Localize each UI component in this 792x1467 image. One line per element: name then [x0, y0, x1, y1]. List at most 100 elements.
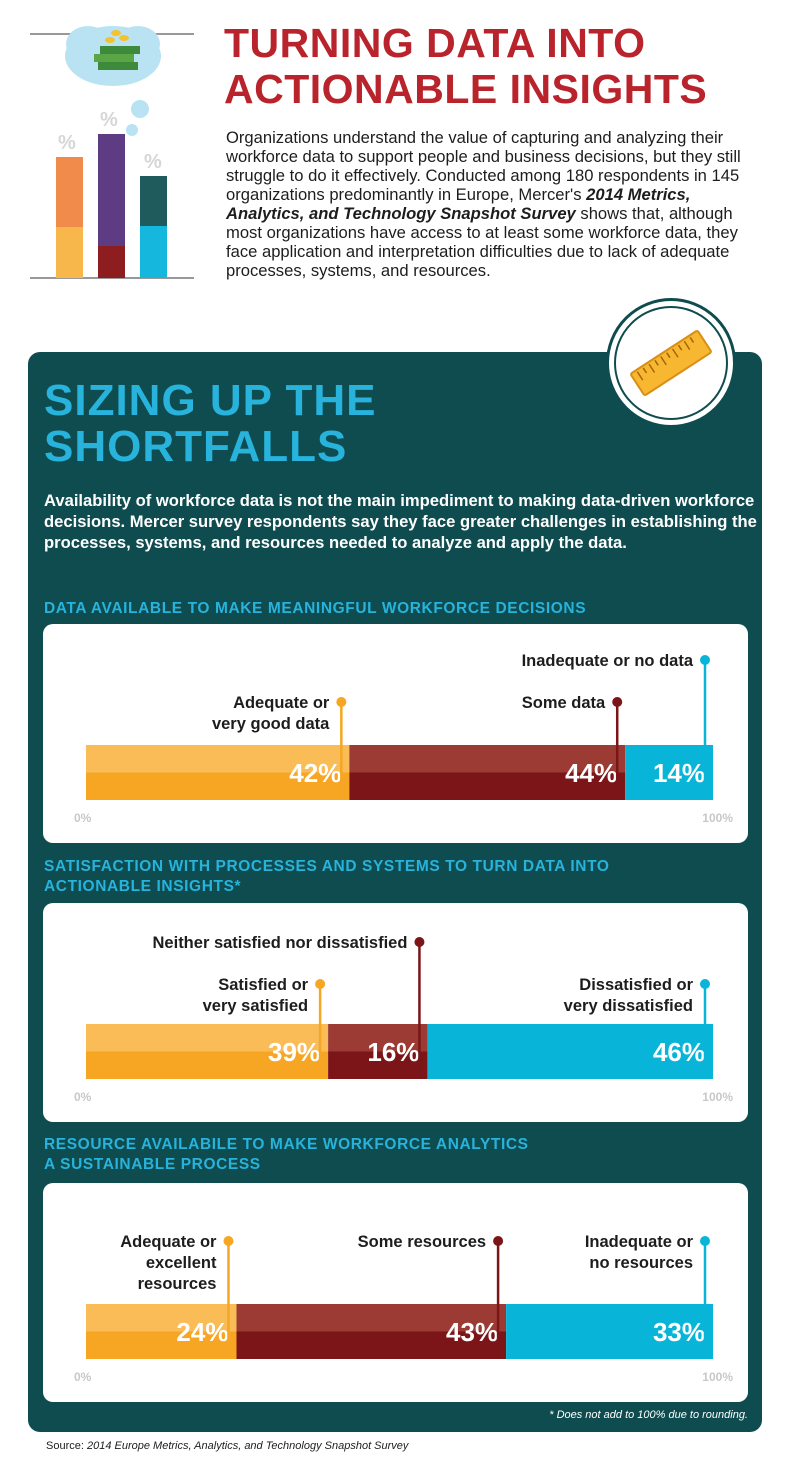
value-label: 24% [176, 1317, 228, 1347]
intro-text-start: Organizations understand the value of ca… [226, 128, 741, 204]
chart2-heading: SATISFACTION WITH PROCESSES AND SYSTEMS … [44, 857, 764, 897]
chart1-card: 42% Adequate or very good data 44% Some data… [43, 624, 748, 843]
chart3-segment-2: 43% Some resources [236, 1233, 507, 1359]
leader-dot [336, 697, 347, 707]
bar-bottom [506, 1331, 713, 1359]
money-stack-icon [94, 30, 140, 70]
chart2-svg: 39% Satisfied or very satisfied 16% Neither … [74, 934, 733, 1104]
bar-top [427, 1024, 713, 1052]
chart2-heading-line1: SATISFACTION WITH PROCESSES AND SYSTEMS … [44, 858, 610, 875]
chart3-heading-line2: A SUSTAINABLE PROCESS [44, 1156, 261, 1173]
percent-symbol-middle: % [100, 109, 118, 131]
intro-text-end: shows that, although most organizations … [226, 204, 738, 280]
leader-dot [493, 1236, 504, 1246]
chart3-svg: 24% Adequate or excellent resources 43% Some … [74, 1233, 733, 1384]
segment-label: Some data [522, 694, 606, 712]
chart1-heading: DATA AVAILABLE TO MAKE MEANINGFUL WORKFO… [44, 599, 764, 619]
chart1-segment-1: 42% Adequate or very good data [86, 694, 350, 800]
axis-max-label: 100% [702, 1370, 733, 1384]
chart3-heading-line1: RESOURCE AVAILABILE TO MAKE WORKFORCE AN… [44, 1136, 529, 1153]
leader-dot [414, 937, 425, 947]
percent-symbol-right: % [144, 151, 162, 173]
axis-min-label: 0% [74, 1090, 92, 1104]
chart2-segment-3: 46% Dissatisfied or very dissatisfied [427, 976, 713, 1079]
bar-top [625, 745, 713, 773]
mini-bar-chart-icon [56, 134, 167, 278]
bar-top [86, 1024, 329, 1052]
value-label: 33% [653, 1317, 705, 1347]
axis-max-label: 100% [702, 811, 733, 825]
bar-top [236, 1304, 507, 1332]
percent-symbol-left: % [58, 132, 76, 154]
chart2-segment-2: 16% Neither satisfied nor dissatisfied [153, 934, 428, 1079]
segment-label: Satisfied or [218, 976, 308, 994]
segment-label: very good data [212, 715, 330, 733]
source-line: Source: 2014 Europe Metrics, Analytics, … [46, 1440, 746, 1452]
segment-label: Neither satisfied nor dissatisfied [153, 934, 408, 952]
intro-paragraph: Organizations understand the value of ca… [226, 128, 766, 280]
leader-dot [700, 979, 710, 989]
leader-dot [315, 979, 326, 989]
ruler-badge [606, 298, 736, 428]
chart2-heading-line2: ACTIONABLE INSIGHTS* [44, 878, 242, 895]
chart2-segment-1: 39% Satisfied or very satisfied [86, 976, 329, 1079]
page-title: TURNING DATA INTO ACTIONABLE INSIGHTS [224, 20, 764, 112]
chart1-segment-2: 44% Some data [349, 694, 626, 800]
value-label: 44% [565, 758, 617, 788]
axis-min-label: 0% [74, 811, 92, 825]
segment-label: very satisfied [203, 997, 308, 1015]
leader-dot [612, 697, 623, 707]
section-title: SIZING UP THE SHORTFALLS [44, 378, 564, 470]
segment-label: excellent [146, 1254, 217, 1272]
chart1-segment-3: 14% Inadequate or no data [522, 652, 713, 800]
segment-label: Inadequate or [585, 1233, 694, 1251]
bar-top [86, 1304, 237, 1332]
section-title-line1: SIZING UP THE [44, 376, 377, 425]
source-title: 2014 Europe Metrics, Analytics, and Tech… [86, 1440, 409, 1452]
value-label: 39% [268, 1037, 320, 1067]
segment-label: resources [138, 1275, 217, 1293]
axis-max-label: 100% [702, 1090, 733, 1104]
chart1-heading-text: DATA AVAILABLE TO MAKE MEANINGFUL WORKFO… [44, 600, 587, 617]
page-title-line2: ACTIONABLE INSIGHTS [224, 66, 708, 112]
leader-dot [700, 655, 710, 665]
chart3-heading: RESOURCE AVAILABILE TO MAKE WORKFORCE AN… [44, 1135, 764, 1175]
axis-min-label: 0% [74, 1370, 92, 1384]
segment-label: Adequate or [233, 694, 330, 712]
ruler-badge-ring [614, 306, 728, 420]
segment-label: Inadequate or no data [522, 652, 694, 670]
bar-bottom [427, 1051, 713, 1079]
value-label: 43% [446, 1317, 498, 1347]
leader-dot [700, 1236, 710, 1246]
bar-top [328, 1024, 428, 1052]
source-prefix: Source: [46, 1440, 84, 1452]
intro-survey-name: 2014 Metrics, Analytics, and Technology … [226, 185, 691, 223]
chart3-segment-1: 24% Adequate or excellent resources [86, 1233, 237, 1359]
value-label: 16% [367, 1037, 419, 1067]
bar-top [349, 745, 626, 773]
segment-label: Some resources [358, 1233, 486, 1251]
segment-label: Adequate or [120, 1233, 217, 1251]
footnote: * Does not add to 100% due to rounding. [549, 1409, 748, 1421]
segment-label: no resources [589, 1254, 693, 1272]
value-label: 42% [289, 758, 341, 788]
segment-label: Dissatisfied or [579, 976, 693, 994]
bar-top [506, 1304, 713, 1332]
bar-bottom [349, 772, 626, 800]
section-lead: Availability of workforce data is not th… [44, 491, 757, 552]
page-title-line1: TURNING DATA INTO [224, 20, 646, 66]
bar-bottom [86, 1331, 237, 1359]
bar-bottom [625, 772, 713, 800]
hero-illustration: % % % [30, 26, 194, 279]
chart3-segment-3: 33% Inadequate or no resources [506, 1233, 713, 1359]
bar-bottom [328, 1051, 428, 1079]
bar-bottom [86, 1051, 329, 1079]
section-title-line2: SHORTFALLS [44, 422, 348, 471]
bar-bottom [86, 772, 350, 800]
value-label: 46% [653, 1037, 705, 1067]
bar-bottom [236, 1331, 507, 1359]
chart3-card: 24% Adequate or excellent resources 43% Some … [43, 1183, 748, 1402]
chart1-svg: 42% Adequate or very good data 44% Some data… [74, 652, 733, 825]
value-label: 14% [653, 758, 705, 788]
ruler-icon [630, 330, 712, 396]
